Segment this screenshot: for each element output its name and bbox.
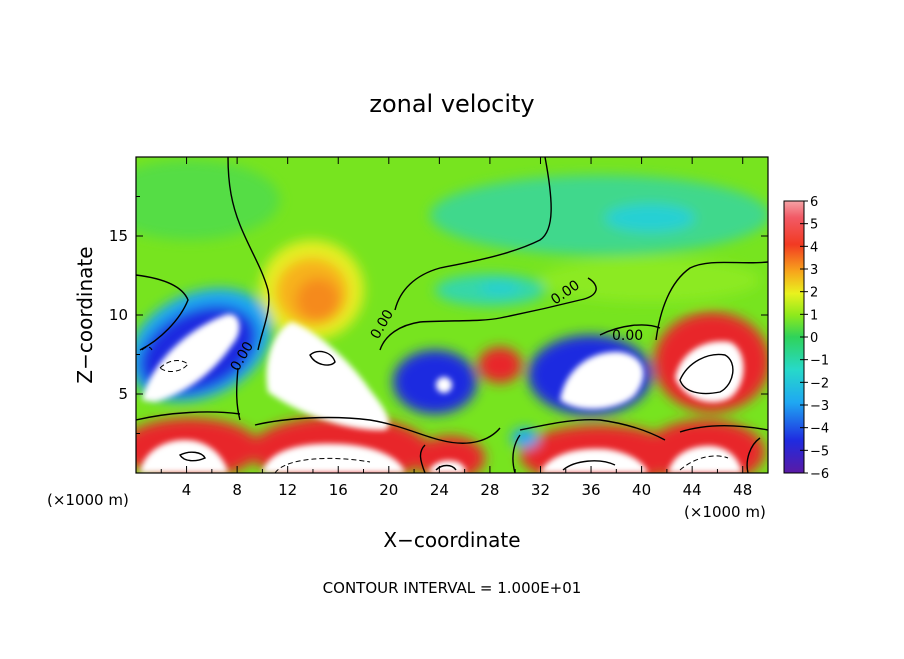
y-tick-label: 15 [109,227,128,245]
colorbar: 6 5 4 3 2 1 0 −1 −2 −3 −4 −5 −6 [783,195,829,482]
colorbar-tick-label: −3 [810,399,829,414]
x-tick-label: 24 [430,481,449,499]
contour-interval-note: CONTOUR INTERVAL = 1.000E+01 [323,579,582,597]
x-axis-label: X−coordinate [383,528,520,552]
x-axis-unit-right: (×1000 m) [684,503,766,521]
colorbar-tick-label: 6 [810,195,818,210]
x-tick-label: 40 [632,481,651,499]
colorbar-tick-label: −6 [810,467,829,482]
x-tick-label: 28 [480,481,499,499]
x-tick-label: 12 [278,481,297,499]
colorbar-tick-label: −2 [810,376,829,391]
x-tick-label: 36 [581,481,600,499]
colorbar-tick-label: 4 [810,240,818,255]
x-axis-unit-left: (×1000 m) [47,491,129,509]
x-axis: 4 8 12 16 20 24 28 32 36 40 44 48 [160,157,752,499]
x-tick-label: 16 [329,481,348,499]
colorbar-tick-label: 2 [810,286,818,301]
chart-title: zonal velocity [369,90,534,118]
x-tick-label: 8 [232,481,242,499]
heatmap-field: 0.00 0.00 0.00 0.00 [136,157,768,473]
contour-label: 0.00 [612,328,643,344]
colorbar-tick-label: 3 [810,263,818,278]
y-tick-label: 10 [109,306,128,324]
colorbar-tick-label: −4 [810,422,829,437]
colorbar-tick-label: 5 [810,218,818,233]
y-axis: 5 10 15 [109,196,768,434]
y-tick-label: 5 [118,385,128,403]
y-axis-label: Z−coordinate [73,246,97,383]
colorbar-tick-label: 1 [810,308,818,323]
x-tick-label: 48 [733,481,752,499]
x-tick-label: 44 [683,481,702,499]
colorbar-tick-label: −5 [810,444,829,459]
x-tick-label: 4 [182,481,192,499]
x-tick-label: 20 [379,481,398,499]
colorbar-tick-label: 0 [810,331,818,346]
colorbar-tick-label: −1 [810,354,829,369]
x-tick-label: 32 [531,481,550,499]
